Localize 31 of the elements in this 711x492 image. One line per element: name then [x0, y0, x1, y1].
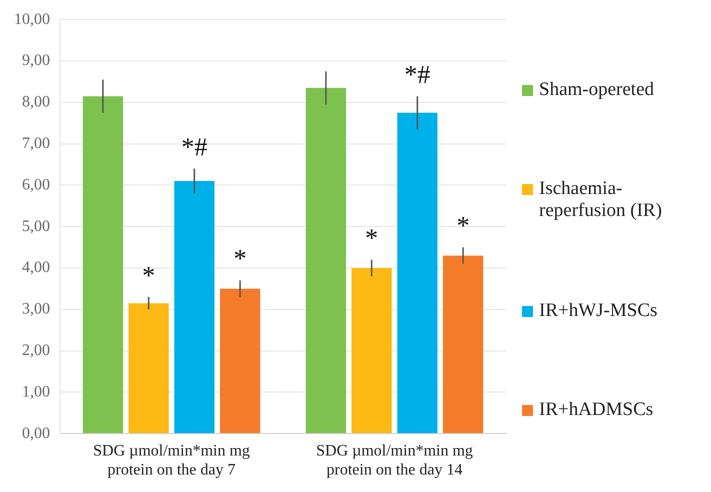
- bar: [352, 268, 392, 434]
- bar: [220, 288, 260, 434]
- x-tick-label: SDG µmol/min*min mg protein on the day 14: [316, 442, 473, 479]
- annotation: *#: [404, 60, 430, 90]
- bar: [397, 112, 438, 434]
- bar: [306, 88, 346, 434]
- annotation: *#: [181, 132, 208, 162]
- bar: [128, 303, 169, 434]
- y-tick-label: 5,00: [22, 218, 50, 235]
- y-tick-label: 1,00: [22, 383, 50, 400]
- legend-label: IR+hWJ-MSCs: [539, 300, 658, 322]
- y-tick-label: 8,00: [22, 94, 50, 111]
- y-tick-label: 2,00: [22, 342, 50, 360]
- y-tick-label: 0,00: [22, 424, 50, 442]
- annotation: *: [456, 211, 470, 240]
- y-tick-label: 9,00: [22, 52, 50, 70]
- legend-label: Sham-opereted: [539, 78, 654, 101]
- annotation: *: [365, 224, 378, 253]
- bar: [174, 181, 214, 434]
- annotation: *: [142, 260, 156, 290]
- bar: [82, 96, 124, 434]
- bar: [442, 256, 484, 434]
- annotation: *: [234, 244, 247, 274]
- y-tick-label: 10,00: [14, 10, 50, 28]
- y-tick-label: 6,00: [22, 176, 50, 194]
- legend-label: Ischaemia-reperfusion (IR): [539, 178, 663, 222]
- y-tick-label: 4,00: [22, 259, 50, 276]
- x-tick-label: SDG µmol/min*min mg protein on the day 7: [93, 442, 250, 479]
- y-tick-label: 3,00: [22, 300, 50, 318]
- legend-label: IR+hADMSCs: [539, 399, 654, 422]
- y-tick-label: 7,00: [22, 135, 50, 152]
